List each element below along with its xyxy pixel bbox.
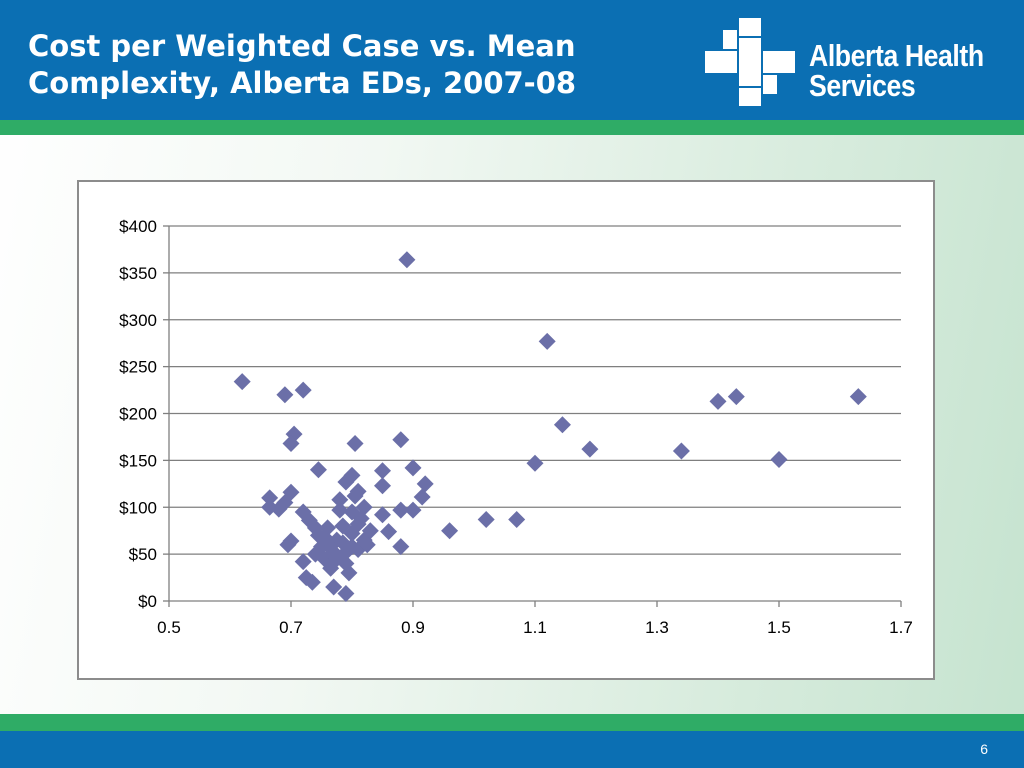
data-point <box>325 543 343 561</box>
data-point <box>316 528 334 546</box>
x-tick-label: 1.5 <box>767 618 791 637</box>
data-point <box>282 532 300 550</box>
y-tick-label: $250 <box>119 358 157 377</box>
data-point <box>727 388 745 406</box>
x-tick-label: 1.1 <box>523 618 547 637</box>
data-point <box>477 510 495 528</box>
data-point <box>340 564 358 582</box>
y-tick-label: $300 <box>119 311 157 330</box>
data-point <box>849 388 867 406</box>
footer-bar: 6 <box>0 731 1024 768</box>
bottom-accent-bar <box>0 714 1024 731</box>
data-point <box>309 461 327 479</box>
data-point <box>416 475 434 493</box>
data-point <box>361 522 379 540</box>
data-point <box>404 459 422 477</box>
data-point <box>526 454 544 472</box>
slide-title-line-1: Cost per Weighted Case vs. Mean <box>28 29 576 63</box>
scatter-chart: $0 $50 $100 $150 $200 $250 $300 $350 $400 0.5 0.7 0… <box>119 217 913 637</box>
data-point <box>355 498 373 516</box>
slide-title-line-2: Complexity, Alberta EDs, 2007-08 <box>28 66 577 100</box>
x-tick-label: 1.7 <box>889 618 913 637</box>
data-point <box>349 515 367 533</box>
x-tick-label: 0.9 <box>401 618 425 637</box>
y-tick-label: $200 <box>119 405 157 424</box>
data-point <box>349 482 367 500</box>
data-point <box>441 522 459 540</box>
data-point <box>276 386 294 404</box>
data-point <box>413 488 431 506</box>
y-tick-label: $350 <box>119 264 157 283</box>
logo-text-line-2: Services <box>809 68 916 103</box>
data-point <box>770 450 788 468</box>
data-point <box>392 538 410 556</box>
data-point <box>331 491 349 509</box>
data-point <box>380 523 398 541</box>
data-point <box>672 442 690 460</box>
data-point <box>358 536 376 554</box>
top-accent-bar <box>0 120 1024 135</box>
data-point <box>538 332 556 350</box>
data-point <box>374 477 391 495</box>
slide-title: Cost per Weighted Case vs. Mean Complexi… <box>28 28 688 102</box>
logo-text: Alberta Health Services <box>809 38 1012 103</box>
data-point <box>294 553 312 571</box>
data-point <box>261 489 279 507</box>
data-point <box>392 431 410 449</box>
y-tick-label: $50 <box>129 545 157 564</box>
data-point <box>294 503 312 521</box>
data-point <box>334 534 352 552</box>
data-point <box>508 510 526 528</box>
data-point <box>325 578 343 596</box>
data-point <box>282 483 300 501</box>
data-point <box>282 435 300 452</box>
data-point <box>374 506 391 524</box>
x-tick-label: 0.7 <box>279 618 303 637</box>
y-tick-label: $150 <box>119 451 157 470</box>
data-point <box>343 466 361 484</box>
x-tick-label: 1.3 <box>645 618 669 637</box>
data-point <box>374 462 391 480</box>
y-tick-label: $400 <box>119 217 157 236</box>
chart-frame: $0 $50 $100 $150 $200 $250 $300 $350 $400 0.5 0.7 0… <box>77 180 935 680</box>
data-point <box>581 440 599 458</box>
y-tick-label: $0 <box>138 592 157 611</box>
data-point <box>233 373 251 391</box>
data-point <box>404 501 422 519</box>
data-point <box>346 435 364 452</box>
logo-text-line-1: Alberta Health <box>809 38 984 73</box>
x-tick-label: 0.5 <box>157 618 181 637</box>
data-point <box>392 501 410 519</box>
data-point <box>398 251 416 269</box>
data-point <box>709 392 727 410</box>
header-bar: Cost per Weighted Case vs. Mean Complexi… <box>0 0 1024 120</box>
data-point <box>285 425 303 443</box>
page-number: 6 <box>980 741 988 757</box>
data-point <box>331 501 349 519</box>
data-point <box>553 416 571 434</box>
data-point <box>328 550 346 568</box>
data-point <box>303 573 321 591</box>
data-point <box>294 381 312 399</box>
data-point <box>337 585 355 602</box>
cross-logo-icon <box>705 18 795 106</box>
y-tick-label: $100 <box>119 498 157 517</box>
